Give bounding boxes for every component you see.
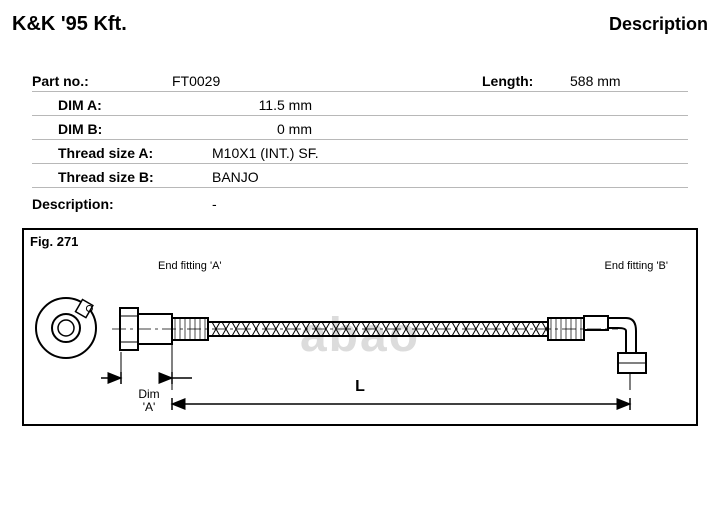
threada-value: M10X1 (INT.) SF. <box>212 145 412 161</box>
desc-label: Description: <box>32 196 172 212</box>
length-value: 588 mm <box>570 73 621 89</box>
dima-label: DIM A: <box>32 97 172 113</box>
length-label: Length: <box>482 73 562 89</box>
spec-row-partno: Part no.: FT0029 Length: 588 mm <box>32 68 688 92</box>
dima-value: 11.5 mm <box>212 97 312 113</box>
spec-table: Part no.: FT0029 Length: 588 mm DIM A: 1… <box>0 48 720 218</box>
spec-row-desc: Description: - <box>32 188 688 212</box>
header: K&K '95 Kft. Description <box>0 0 720 48</box>
spec-row-dima: DIM A: 11.5 mm <box>32 92 688 116</box>
threada-label: Thread size A: <box>32 145 172 161</box>
spec-row-dimb: DIM B: 0 mm <box>32 116 688 140</box>
desc-value: - <box>212 196 217 212</box>
hose-diagram-svg <box>24 230 700 428</box>
threadb-value: BANJO <box>212 169 412 185</box>
spec-row-threada: Thread size A: M10X1 (INT.) SF. <box>32 140 688 164</box>
spec-row-threadb: Thread size B: BANJO <box>32 164 688 188</box>
diagram-frame: Fig. 271 End fitting 'A' End fitting 'B'… <box>22 228 698 426</box>
dimb-label: DIM B: <box>32 121 172 137</box>
company-title: K&K '95 Kft. <box>12 13 127 36</box>
threadb-label: Thread size B: <box>32 169 172 185</box>
dimb-value: 0 mm <box>212 121 312 137</box>
page-type-label: Description <box>609 14 708 35</box>
partno-value: FT0029 <box>172 73 372 89</box>
partno-label: Part no.: <box>32 73 172 89</box>
